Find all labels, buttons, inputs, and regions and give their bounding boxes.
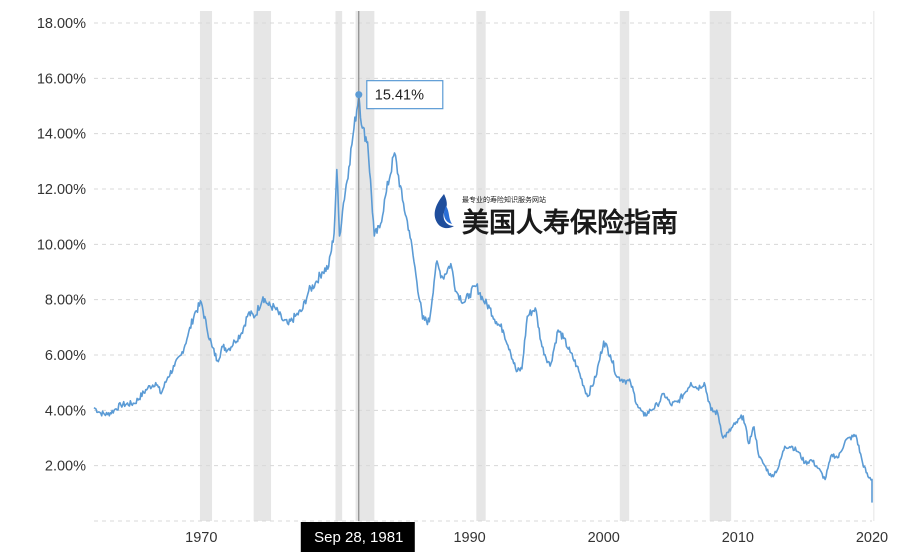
gridlines [94, 22, 872, 522]
recession-band-6 [709, 11, 732, 521]
recession-band-0 [199, 11, 213, 521]
y-tick-label: 4.00% [45, 403, 86, 419]
y-tick-label: 14.00% [37, 127, 86, 143]
x-tick-label: 2020 [856, 530, 888, 546]
recession-band-1 [253, 11, 272, 521]
recession-band-4 [476, 11, 486, 521]
x-tick-label: 2010 [722, 530, 754, 546]
y-tick-label: 18.00% [37, 16, 86, 32]
watermark-tagline: 最专业的寿险知识服务网站 [462, 195, 546, 204]
y-tick-label: 16.00% [37, 71, 86, 87]
y-tick-label: 2.00% [45, 459, 86, 475]
crosshair-date-label: Sep 28, 1981 [300, 522, 415, 552]
value-tooltip: 15.41% [366, 80, 444, 110]
x-tick-label: 1990 [453, 530, 485, 546]
y-tick-label: 8.00% [45, 293, 86, 309]
x-tick-label: 2000 [588, 530, 620, 546]
y-tick-label: 10.00% [37, 237, 86, 253]
flame-drop-icon [434, 194, 454, 229]
date-label-text: Sep 28, 1981 [314, 529, 403, 546]
watermark: 最专业的寿险知识服务网站 美国人寿保险指南 [434, 194, 678, 239]
series-line [93, 93, 873, 503]
y-tick-label: 12.00% [37, 182, 86, 198]
tooltip-value: 15.41% [375, 88, 424, 104]
x-tick-label: 1970 [185, 530, 217, 546]
tooltip-box [366, 80, 444, 110]
recession-band-3 [355, 11, 375, 521]
y-axis-ticks: 2.00% 4.00% 6.00% 8.00% 10.00% 12.00% 14.00% 16… [37, 16, 86, 475]
watermark-name: 美国人寿保险指南 [462, 207, 678, 239]
recession-bands [199, 11, 875, 521]
recession-band-2 [335, 11, 343, 521]
y-tick-label: 6.00% [45, 348, 86, 364]
recession-band-7 [873, 11, 875, 521]
date-label-box [300, 522, 415, 552]
recession-band-5 [619, 11, 630, 521]
crosshair-point [355, 91, 363, 99]
x-axis-ticks: 1970 1990 2000 2010 2020 [185, 530, 888, 546]
